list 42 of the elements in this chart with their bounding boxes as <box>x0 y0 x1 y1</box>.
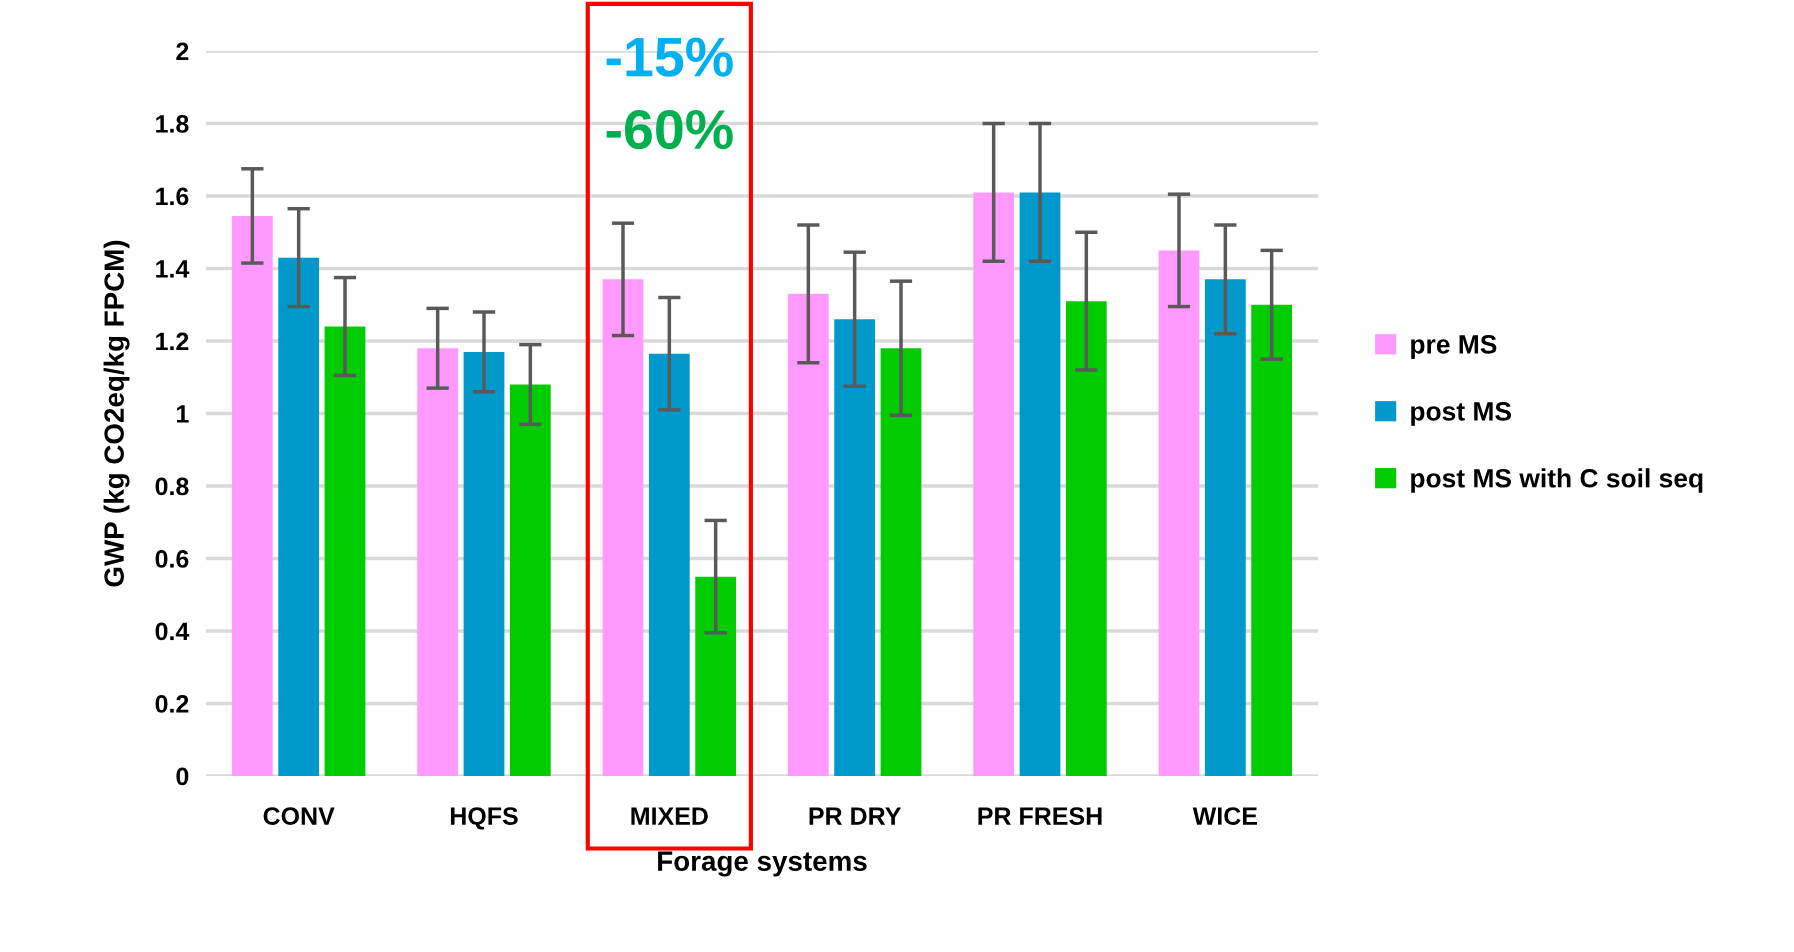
bar <box>231 215 273 776</box>
x-tick-label: PR FRESH <box>978 807 1102 825</box>
bar <box>834 319 876 776</box>
bar <box>509 384 551 776</box>
y-tick-label: 1.8 <box>156 115 189 133</box>
annotation: -60% <box>606 109 733 150</box>
y-tick-label: 1.2 <box>156 332 189 351</box>
bar <box>463 351 505 776</box>
legend-label: post MS with C soil seq <box>1411 468 1703 493</box>
x-axis-title: Forage systems <box>658 851 867 877</box>
bar <box>973 192 1015 776</box>
y-tick-label: 2 <box>176 42 189 61</box>
x-tick-label: HQFS <box>450 807 518 830</box>
bar <box>278 257 320 776</box>
bar <box>1019 192 1061 776</box>
bar <box>1065 301 1107 776</box>
x-tick-label: WICE <box>1192 807 1257 825</box>
y-tick-label: 1.6 <box>156 187 189 206</box>
bar <box>417 348 459 776</box>
x-tick-label: PR DRY <box>809 807 902 825</box>
annotation: -15% <box>606 37 733 77</box>
legend-label: pre MS <box>1411 335 1497 359</box>
y-tick-label: 1 <box>177 405 189 423</box>
bar <box>787 293 829 776</box>
bar <box>695 576 737 776</box>
legend-label: post MS <box>1411 401 1511 426</box>
bar <box>324 326 366 776</box>
y-tick-label: 0.8 <box>155 477 189 496</box>
y-axis-title: GWP (kg CO2eq/kg FPCM) <box>103 240 130 587</box>
bar <box>1158 250 1200 776</box>
bar <box>602 279 644 776</box>
bar <box>1204 279 1246 776</box>
bar <box>880 348 922 776</box>
y-tick-label: 0.2 <box>155 695 189 713</box>
y-tick-label: 1.4 <box>156 260 190 278</box>
x-tick-label: MIXED <box>631 807 708 825</box>
y-tick-label: 0 <box>176 767 189 786</box>
y-tick-label: 0.6 <box>155 550 189 568</box>
bar <box>1251 304 1293 776</box>
x-tick-label: CONV <box>263 807 335 825</box>
y-tick-label: 0.4 <box>155 622 190 641</box>
bar <box>648 353 690 776</box>
